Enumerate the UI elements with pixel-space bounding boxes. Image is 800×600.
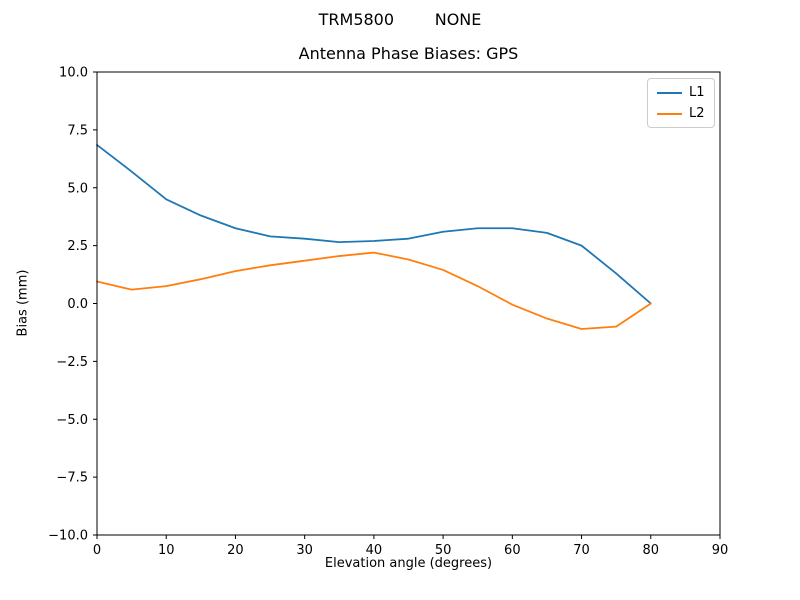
y-tick-label: −10.0 xyxy=(48,529,88,544)
y-tick-label: 0.0 xyxy=(67,297,88,312)
legend-label-l1: L1 xyxy=(689,85,705,100)
line-l2 xyxy=(96,251,652,330)
legend-item-l2: L2 xyxy=(657,107,705,120)
x-axis-label: Elevation angle (degrees) xyxy=(324,556,493,571)
legend-item-l1: L1 xyxy=(657,86,705,99)
x-tick-label: 80 xyxy=(643,543,660,558)
x-tick-label: 90 xyxy=(712,543,729,558)
y-tick-label: −5.0 xyxy=(56,413,88,428)
x-tick-label: 60 xyxy=(504,543,521,558)
y-tick-label: −2.5 xyxy=(56,355,88,370)
x-tick-label: 20 xyxy=(227,543,244,558)
x-tick-label: 70 xyxy=(573,543,590,558)
l1-line-swatch xyxy=(657,91,682,94)
x-tick-label: 10 xyxy=(158,543,175,558)
x-tick-label: 30 xyxy=(296,543,313,558)
line-l1 xyxy=(96,144,652,305)
y-tick-label: 7.5 xyxy=(67,123,88,138)
legend: L1 L2 xyxy=(647,78,715,128)
axes-frame xyxy=(96,71,721,536)
y-tick-label: 10.0 xyxy=(59,66,88,81)
y-tick-label: 5.0 xyxy=(67,181,88,196)
x-tick-label: 50 xyxy=(435,543,452,558)
x-tick-label: 0 xyxy=(93,543,101,558)
x-tick-label: 40 xyxy=(366,543,383,558)
y-axis-label: Bias (mm) xyxy=(15,269,31,337)
figure-suptitle: TRM5800 NONE xyxy=(318,10,482,29)
chart-title: Antenna Phase Biases: GPS xyxy=(298,44,519,63)
legend-label-l2: L2 xyxy=(689,106,705,121)
y-tick-label: 2.5 xyxy=(67,239,88,254)
y-tick-label: −7.5 xyxy=(56,471,88,486)
l2-line-swatch xyxy=(657,112,682,115)
